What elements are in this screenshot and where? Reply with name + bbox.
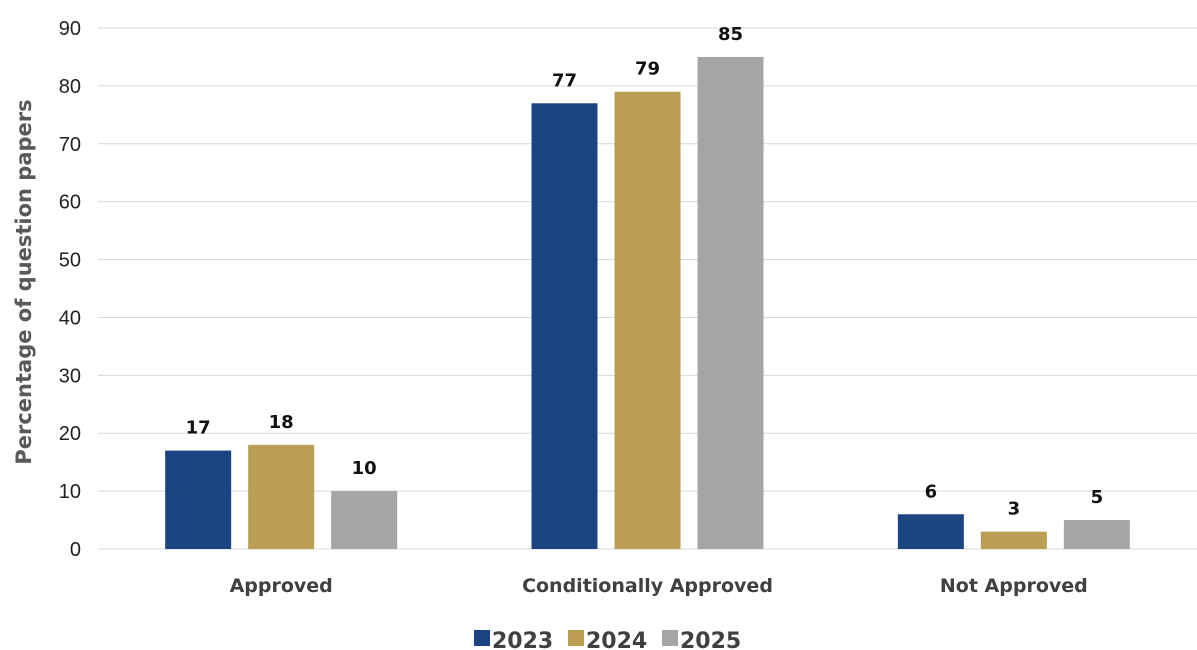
bar-2025-conditionally-approved bbox=[697, 56, 764, 549]
data-label: 17 bbox=[186, 418, 211, 439]
legend-label: 2025 bbox=[680, 629, 741, 650]
bar-2024-conditionally-approved bbox=[614, 91, 681, 549]
y-tick-label: 10 bbox=[59, 481, 81, 503]
y-tick-label: 40 bbox=[59, 307, 81, 329]
data-label: 85 bbox=[718, 24, 743, 45]
x-category-label: Conditionally Approved bbox=[522, 575, 773, 597]
legend: 2023 2024 2025 bbox=[474, 629, 741, 650]
bar-2023-not-approved bbox=[897, 514, 964, 549]
legend-label: 2024 bbox=[586, 629, 647, 650]
y-tick-label: 30 bbox=[59, 365, 81, 387]
data-label: 79 bbox=[635, 59, 660, 80]
category-labels: Approved Conditionally Approved Not Approv… bbox=[230, 575, 1088, 597]
data-labels: 17 18 10 77 79 85 6 3 5 bbox=[186, 24, 1103, 520]
y-tick-label: 80 bbox=[59, 76, 81, 98]
y-tick-label: 90 bbox=[59, 18, 81, 40]
data-label: 10 bbox=[352, 458, 377, 479]
data-label: 3 bbox=[1008, 499, 1021, 520]
bar-2023-approved bbox=[165, 450, 232, 549]
data-label: 5 bbox=[1091, 487, 1104, 508]
y-axis-label: Percentage of question papers bbox=[12, 99, 36, 464]
y-tick-label: 50 bbox=[59, 250, 81, 272]
x-category-label: Approved bbox=[230, 575, 333, 597]
bar-2023-conditionally-approved bbox=[531, 103, 598, 549]
bar-2025-approved bbox=[331, 491, 398, 549]
x-category-label: Not Approved bbox=[940, 575, 1088, 597]
data-label: 77 bbox=[552, 70, 577, 91]
y-tick-label: 20 bbox=[59, 423, 81, 445]
bar-2024-approved bbox=[248, 444, 315, 549]
legend-swatch-2024 bbox=[568, 630, 584, 646]
legend-swatch-2023 bbox=[474, 630, 490, 646]
legend-label: 2023 bbox=[492, 629, 553, 650]
y-tick-label: 70 bbox=[59, 134, 81, 156]
data-label: 18 bbox=[269, 412, 294, 433]
legend-swatch-2025 bbox=[662, 630, 678, 646]
bars bbox=[165, 56, 1130, 549]
y-tick-label: 60 bbox=[59, 192, 81, 214]
data-label: 6 bbox=[925, 481, 938, 502]
bar-2025-not-approved bbox=[1063, 520, 1130, 549]
bar-2024-not-approved bbox=[980, 531, 1047, 549]
y-tick-label: 0 bbox=[70, 539, 81, 561]
y-axis-ticks: 0 10 20 30 40 50 60 70 80 90 bbox=[59, 18, 81, 561]
